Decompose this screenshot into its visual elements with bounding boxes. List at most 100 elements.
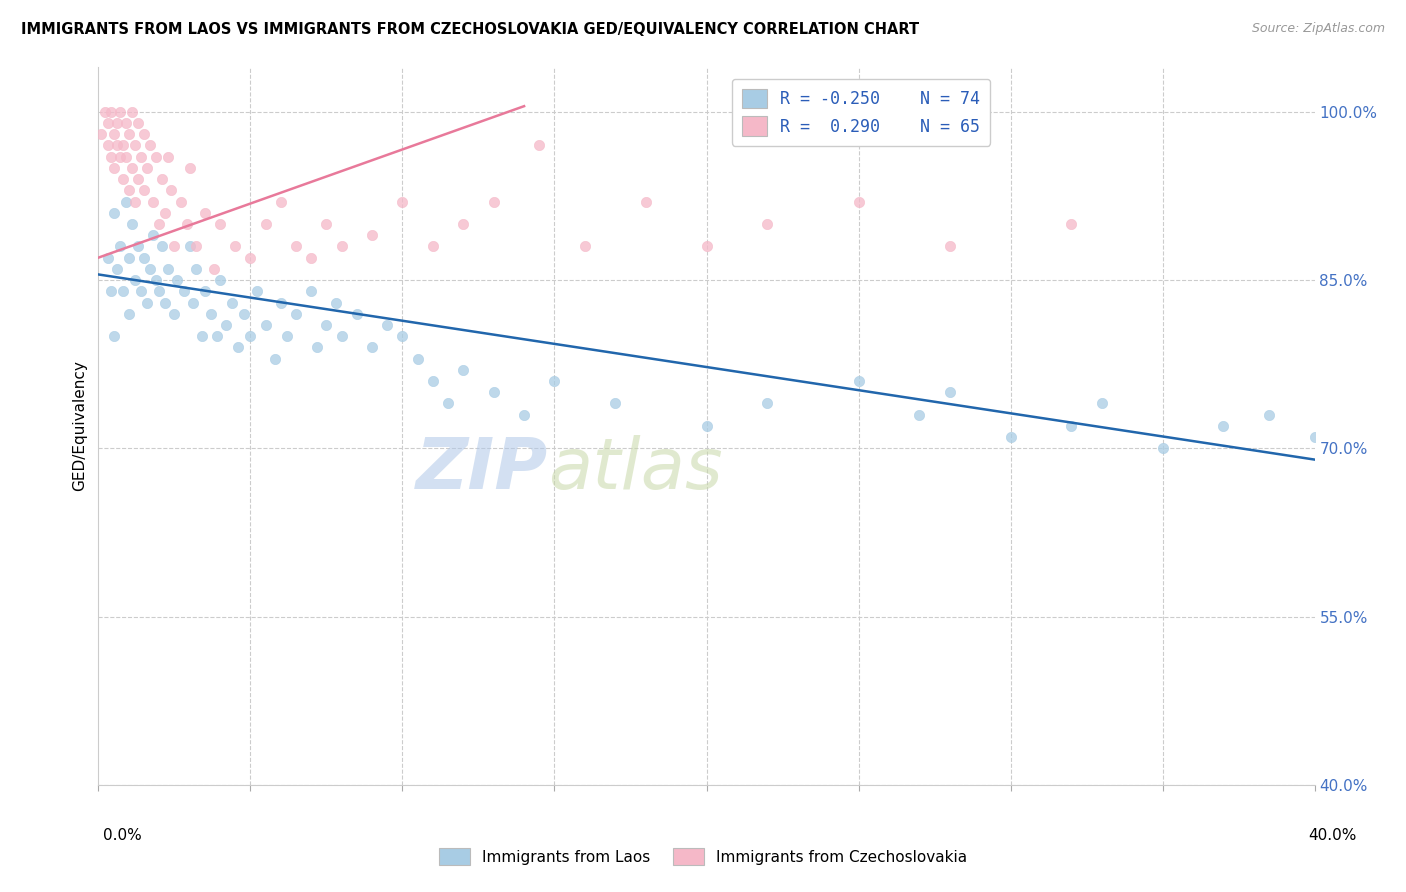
Point (529, 138, 551, 153)
Point (93, 104, 115, 119)
Point (696, 418, 718, 433)
Point (254, 318, 277, 332)
Point (118, 183, 141, 197)
Point (105, 138, 128, 153)
Point (543, 374, 565, 388)
Point (148, 285, 170, 299)
Point (114, 194, 136, 209)
Point (148, 217, 170, 231)
Point (118, 251, 141, 265)
Point (173, 285, 195, 299)
Point (157, 261, 180, 276)
Point (150, 239, 173, 253)
Point (132, 251, 155, 265)
Point (108, 239, 131, 253)
Point (307, 340, 329, 354)
Point (756, 217, 779, 231)
Point (233, 307, 256, 321)
Point (939, 385, 962, 400)
Legend: Immigrants from Laos, Immigrants from Czechoslovakia: Immigrants from Laos, Immigrants from Cz… (433, 842, 973, 871)
Point (224, 239, 246, 253)
Point (142, 194, 165, 209)
Point (127, 239, 149, 253)
Point (160, 183, 183, 197)
Point (100, 104, 122, 119)
Point (127, 172, 149, 186)
Point (111, 285, 134, 299)
Point (103, 127, 125, 141)
Point (124, 138, 146, 153)
Point (375, 318, 398, 332)
Point (391, 329, 413, 343)
Point (1060, 217, 1083, 231)
Point (482, 194, 505, 209)
Point (263, 351, 285, 366)
Point (145, 150, 167, 164)
Point (105, 116, 128, 130)
Point (330, 329, 353, 343)
Point (96, 138, 118, 153)
Point (406, 351, 429, 366)
Point (132, 183, 155, 197)
Point (103, 206, 125, 220)
Text: 40.0%: 40.0% (1309, 828, 1357, 843)
Point (574, 239, 596, 253)
Point (194, 285, 217, 299)
Point (103, 161, 125, 175)
Point (1152, 442, 1174, 456)
Point (634, 194, 657, 209)
Point (139, 138, 162, 153)
Text: atlas: atlas (548, 434, 723, 503)
Point (437, 396, 460, 410)
Point (221, 295, 243, 310)
Point (118, 307, 141, 321)
Text: Source: ZipAtlas.com: Source: ZipAtlas.com (1251, 22, 1385, 36)
Point (181, 295, 204, 310)
Point (939, 239, 962, 253)
Point (299, 251, 322, 265)
Point (124, 273, 146, 287)
Point (1000, 430, 1022, 444)
Point (908, 408, 931, 422)
Point (202, 261, 225, 276)
Point (215, 318, 238, 332)
Point (136, 295, 159, 310)
Point (108, 104, 131, 119)
Point (696, 239, 718, 253)
Point (150, 172, 173, 186)
Point (325, 295, 347, 310)
Point (270, 194, 292, 209)
Point (285, 307, 308, 321)
Point (422, 374, 444, 388)
Point (330, 239, 353, 253)
Point (513, 408, 536, 422)
Point (239, 329, 262, 343)
Point (90, 127, 112, 141)
Point (391, 194, 413, 209)
Point (121, 217, 143, 231)
Point (114, 150, 136, 164)
Y-axis label: GED/Equivalency: GED/Equivalency (72, 360, 87, 491)
Point (100, 285, 122, 299)
Point (114, 116, 136, 130)
Point (209, 217, 232, 231)
Point (179, 239, 201, 253)
Point (111, 172, 134, 186)
Point (194, 206, 217, 220)
Point (361, 340, 384, 354)
Point (184, 261, 207, 276)
Point (315, 217, 337, 231)
Point (139, 261, 162, 276)
Point (129, 150, 152, 164)
Point (111, 138, 134, 153)
Point (121, 104, 143, 119)
Point (124, 194, 146, 209)
Point (176, 217, 198, 231)
Point (155, 206, 177, 220)
Point (453, 363, 475, 377)
Point (142, 228, 165, 243)
Point (179, 161, 201, 175)
Point (184, 239, 207, 253)
Point (209, 273, 232, 287)
Point (100, 150, 122, 164)
